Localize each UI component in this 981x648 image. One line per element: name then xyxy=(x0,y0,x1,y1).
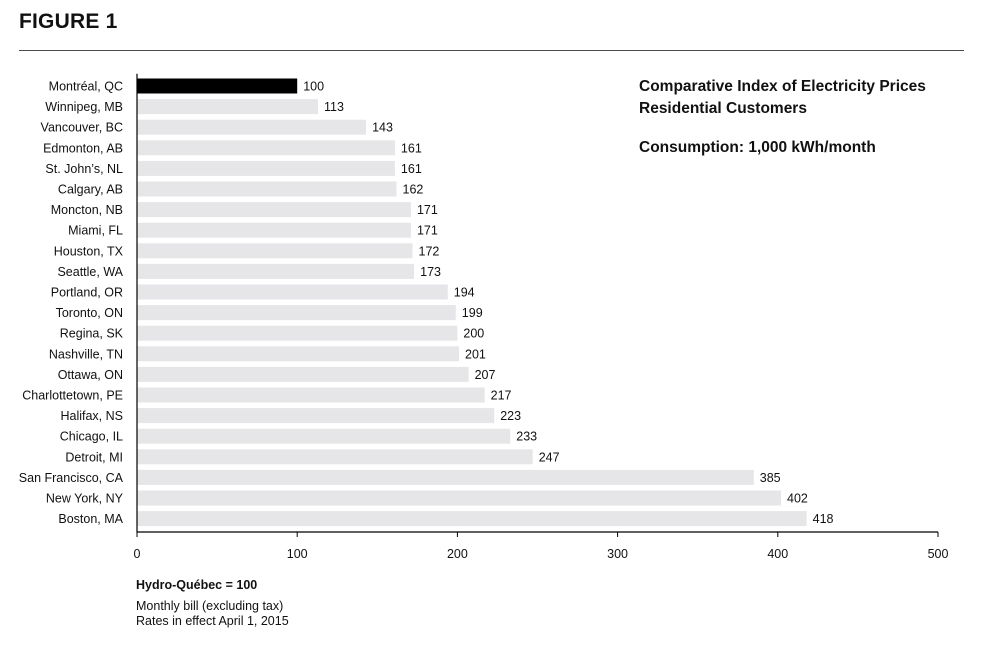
data-label: 173 xyxy=(420,265,441,279)
x-tick-label: 200 xyxy=(447,547,468,561)
x-tick-label: 500 xyxy=(928,547,949,561)
data-label: 172 xyxy=(419,244,440,258)
category-label: Miami, FL xyxy=(68,224,123,238)
bar xyxy=(137,428,511,444)
data-label: 247 xyxy=(539,450,560,464)
data-label: 200 xyxy=(463,327,484,341)
category-label: Edmonton, AB xyxy=(43,141,123,155)
bar xyxy=(137,243,413,259)
category-label: Calgary, AB xyxy=(58,183,123,197)
data-label: 143 xyxy=(372,121,393,135)
chart-subtitle: Consumption: 1,000 kWh/month xyxy=(639,139,876,156)
category-label: Moncton, NB xyxy=(51,203,123,217)
data-label: 223 xyxy=(500,409,521,423)
footnote-base-index: Hydro-Québec = 100 xyxy=(136,578,258,592)
x-tick-label: 400 xyxy=(767,547,788,561)
bar xyxy=(137,222,411,238)
data-label: 171 xyxy=(417,224,438,238)
data-label: 194 xyxy=(454,286,475,300)
category-label: Portland, OR xyxy=(51,286,123,300)
chart-footnotes: Hydro-Québec = 100 Monthly bill (excludi… xyxy=(136,578,289,630)
x-tick-label: 100 xyxy=(287,547,308,561)
bar xyxy=(137,366,469,382)
data-label: 161 xyxy=(401,141,422,155)
category-label: San Francisco, CA xyxy=(19,471,124,485)
category-label: Halifax, NS xyxy=(60,409,123,423)
data-label: 201 xyxy=(465,347,486,361)
category-label: Nashville, TN xyxy=(49,347,123,361)
chart-title: Comparative Index of Electricity Prices … xyxy=(639,76,926,120)
bar xyxy=(137,78,298,94)
data-label: 385 xyxy=(760,471,781,485)
category-label: Charlottetown, PE xyxy=(22,389,123,403)
data-label: 418 xyxy=(813,512,834,526)
category-label: Boston, MA xyxy=(58,512,123,526)
footnote-rates-date: Rates in effect April 1, 2015 xyxy=(136,614,289,628)
footnote-monthly-bill: Monthly bill (excluding tax) xyxy=(136,598,284,613)
category-label: Vancouver, BC xyxy=(41,121,123,135)
bar xyxy=(137,469,754,485)
category-label: Chicago, IL xyxy=(60,430,123,444)
data-label: 100 xyxy=(303,80,324,94)
chart-title-line-2: Residential Customers xyxy=(639,100,807,117)
category-label: Montréal, QC xyxy=(49,80,123,94)
data-label: 233 xyxy=(516,430,537,444)
bar xyxy=(137,346,460,362)
data-label: 402 xyxy=(787,492,808,506)
bar xyxy=(137,202,411,218)
category-label: Regina, SK xyxy=(60,327,124,341)
chart-title-line-1: Comparative Index of Electricity Prices xyxy=(639,78,926,95)
bar xyxy=(137,140,395,156)
category-label: Seattle, WA xyxy=(57,265,123,279)
category-label: Detroit, MI xyxy=(65,450,123,464)
data-label: 199 xyxy=(462,306,483,320)
data-label: 162 xyxy=(403,183,424,197)
data-label: 207 xyxy=(475,368,496,382)
category-label: Houston, TX xyxy=(54,244,124,258)
data-label: 113 xyxy=(324,100,344,114)
data-label: 161 xyxy=(401,162,422,176)
category-label: New York, NY xyxy=(46,492,124,506)
bar xyxy=(137,490,782,506)
bar xyxy=(137,160,395,176)
bar xyxy=(137,119,367,135)
bar xyxy=(137,408,495,424)
heading-divider xyxy=(19,50,964,51)
bar xyxy=(137,387,485,403)
bar xyxy=(137,263,415,279)
bar xyxy=(137,99,319,115)
bar xyxy=(137,449,533,465)
x-tick-label: 0 xyxy=(134,547,141,561)
category-label: St. John’s, NL xyxy=(45,162,123,176)
data-label: 171 xyxy=(417,203,438,217)
category-label: Winnipeg, MB xyxy=(45,100,123,114)
bar xyxy=(137,284,448,300)
bar xyxy=(137,511,807,527)
bar xyxy=(137,181,397,197)
bar xyxy=(137,305,456,321)
bar xyxy=(137,325,458,341)
x-tick-label: 300 xyxy=(607,547,628,561)
data-label: 217 xyxy=(491,389,512,403)
category-label: Toronto, ON xyxy=(56,306,123,320)
figure-heading: FIGURE 1 xyxy=(19,10,118,33)
category-label: Ottawa, ON xyxy=(58,368,123,382)
